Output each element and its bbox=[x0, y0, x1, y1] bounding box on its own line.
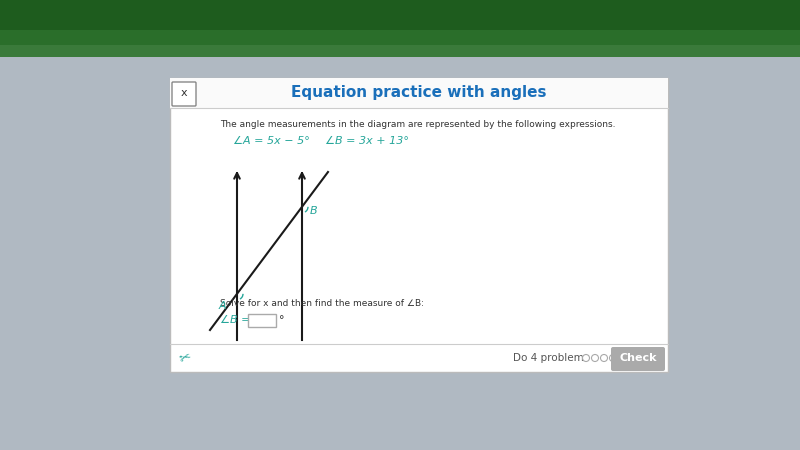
Circle shape bbox=[582, 355, 590, 361]
Text: ∠B = 3x + 13°: ∠B = 3x + 13° bbox=[325, 136, 409, 146]
FancyBboxPatch shape bbox=[0, 57, 800, 450]
FancyBboxPatch shape bbox=[170, 78, 668, 108]
Text: x: x bbox=[181, 88, 187, 98]
Circle shape bbox=[591, 355, 598, 361]
Text: Check: Check bbox=[619, 353, 657, 363]
Circle shape bbox=[601, 355, 607, 361]
Text: A: A bbox=[218, 301, 226, 311]
FancyBboxPatch shape bbox=[0, 57, 800, 450]
Text: Equation practice with angles: Equation practice with angles bbox=[291, 86, 546, 100]
Text: ✂: ✂ bbox=[177, 350, 193, 367]
Text: The angle measurements in the diagram are represented by the following expressio: The angle measurements in the diagram ar… bbox=[220, 120, 615, 129]
Text: Solve for x and then find the measure of ∠B:: Solve for x and then find the measure of… bbox=[220, 300, 424, 309]
FancyBboxPatch shape bbox=[611, 347, 665, 371]
Text: Do 4 problems: Do 4 problems bbox=[513, 353, 590, 363]
Text: ∠A = 5x − 5°: ∠A = 5x − 5° bbox=[233, 136, 310, 146]
FancyBboxPatch shape bbox=[172, 82, 196, 106]
FancyBboxPatch shape bbox=[0, 30, 800, 45]
FancyBboxPatch shape bbox=[0, 45, 800, 57]
Text: B: B bbox=[310, 206, 318, 216]
Text: °: ° bbox=[279, 315, 285, 325]
FancyBboxPatch shape bbox=[248, 314, 276, 327]
FancyBboxPatch shape bbox=[170, 78, 668, 372]
Text: ∠B =: ∠B = bbox=[220, 315, 250, 325]
FancyBboxPatch shape bbox=[0, 0, 800, 30]
Circle shape bbox=[610, 355, 617, 361]
